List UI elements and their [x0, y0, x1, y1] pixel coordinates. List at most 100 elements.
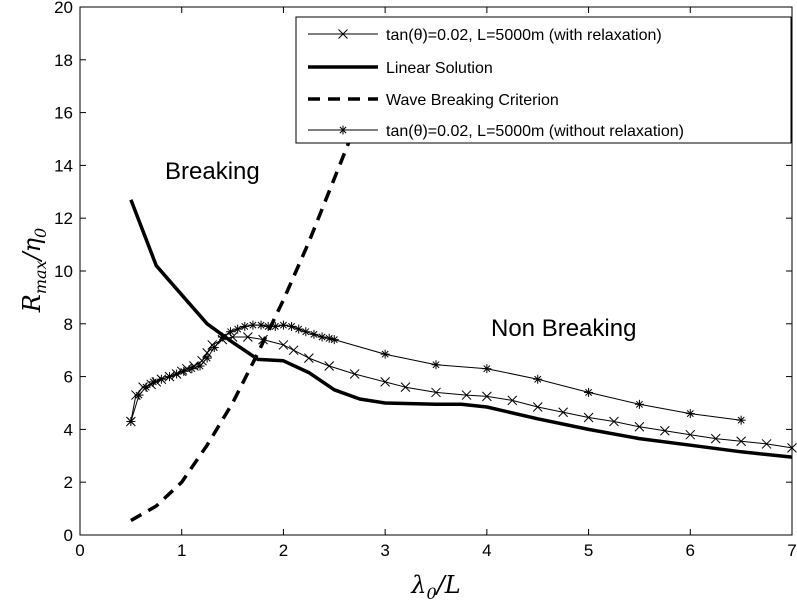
legend-label-0: tan(θ)=0.02, L=5000m (with relaxation) — [386, 27, 662, 44]
data-point — [584, 387, 594, 397]
data-point — [126, 416, 136, 426]
data-point — [156, 374, 166, 384]
data-point — [532, 402, 543, 412]
y-tick-label: 16 — [54, 104, 73, 123]
series-1 — [129, 199, 793, 459]
data-point — [179, 366, 189, 376]
data-point — [431, 360, 441, 370]
data-point — [634, 399, 644, 409]
legend-marker-star — [338, 125, 348, 135]
x-tick-label: 2 — [279, 541, 288, 560]
data-point — [294, 324, 304, 334]
legend-entry-1: Linear Solution — [308, 60, 493, 77]
legend-label-3: tan(θ)=0.02, L=5000m (without relaxation… — [386, 123, 684, 140]
annotation-breaking: Breaking — [165, 158, 260, 185]
data-point — [710, 433, 721, 444]
legend: tan(θ)=0.02, L=5000m (with relaxation) L… — [295, 16, 792, 144]
y-tick-label: 0 — [64, 526, 73, 545]
x-axis-label: λ0/L — [410, 571, 460, 603]
data-point — [329, 335, 339, 345]
data-point — [634, 421, 645, 432]
legend-marker-x — [338, 29, 348, 39]
data-point — [304, 353, 314, 363]
data-point — [195, 361, 205, 371]
data-point — [660, 425, 670, 436]
y-tick-label: 18 — [54, 51, 73, 70]
series-3 — [126, 320, 746, 426]
y-tick-label: 6 — [64, 368, 73, 387]
data-point — [349, 369, 360, 379]
data-point — [507, 395, 518, 406]
y-tick-label: 12 — [54, 209, 73, 228]
data-point — [256, 320, 266, 330]
y-axis-label: Rmax/η0 — [18, 228, 50, 313]
data-point — [324, 333, 334, 343]
data-point — [217, 332, 227, 342]
data-point — [209, 343, 219, 353]
data-point — [400, 382, 411, 393]
y-axis-title: Rmax/η0 — [18, 228, 50, 313]
data-point — [558, 407, 568, 418]
x-tick-label: 5 — [584, 541, 593, 560]
legend-marker-0 — [338, 29, 348, 39]
data-point — [202, 353, 212, 363]
data-point — [301, 327, 311, 337]
data-point — [583, 412, 594, 423]
y-tick-label: 8 — [64, 315, 73, 334]
data-point — [165, 372, 175, 382]
y-tick-label: 4 — [64, 420, 73, 439]
data-point — [242, 332, 253, 342]
data-point — [172, 369, 182, 379]
x-tick-label: 3 — [380, 541, 389, 560]
data-point — [685, 429, 696, 440]
data-point — [380, 349, 390, 359]
data-point — [736, 415, 746, 425]
x-tick-label: 6 — [686, 541, 695, 560]
data-point — [248, 320, 258, 330]
data-point — [461, 390, 472, 400]
data-point — [226, 327, 236, 337]
y-tick-label: 14 — [54, 156, 73, 175]
data-point — [317, 332, 327, 342]
data-point — [141, 382, 151, 392]
data-point — [270, 321, 280, 331]
y-tick-label: 2 — [64, 473, 73, 492]
x-tick-label: 4 — [482, 541, 491, 560]
legend-entry-2: Wave Breaking Criterion — [308, 92, 559, 109]
data-point — [533, 374, 543, 384]
legend-label-1: Linear Solution — [386, 60, 493, 77]
data-point — [736, 436, 746, 447]
legend-label-2: Wave Breaking Criterion — [386, 92, 559, 109]
x-tick-label: 1 — [177, 541, 186, 560]
data-point — [288, 345, 299, 356]
data-point — [278, 320, 288, 330]
legend-marker-3 — [338, 125, 348, 135]
data-point — [148, 377, 158, 387]
y-tick-label: 10 — [54, 262, 73, 281]
data-point — [380, 377, 390, 387]
series-line-1 — [129, 199, 793, 459]
x-axis-title: λ0/L — [410, 571, 460, 603]
data-point — [482, 364, 492, 374]
data-point — [309, 329, 319, 339]
x-tick-label: 0 — [75, 541, 84, 560]
data-point — [431, 387, 441, 398]
y-tick-label: 20 — [54, 0, 73, 17]
legend-entry-0: tan(θ)=0.02, L=5000m (with relaxation) — [308, 27, 662, 44]
data-point — [233, 324, 243, 334]
x-tick-label: 7 — [787, 541, 796, 560]
legend-box — [295, 16, 792, 144]
data-point — [287, 321, 297, 331]
data-point — [787, 443, 797, 453]
data-point — [324, 361, 335, 371]
data-point — [202, 347, 212, 358]
data-point — [609, 416, 619, 427]
data-point — [240, 321, 250, 331]
legend-entry-3: tan(θ)=0.02, L=5000m (without relaxation… — [308, 123, 684, 140]
data-point — [278, 340, 289, 350]
annotation-non-breaking: Non Breaking — [491, 315, 636, 342]
data-point — [187, 364, 197, 374]
data-point — [685, 409, 695, 419]
